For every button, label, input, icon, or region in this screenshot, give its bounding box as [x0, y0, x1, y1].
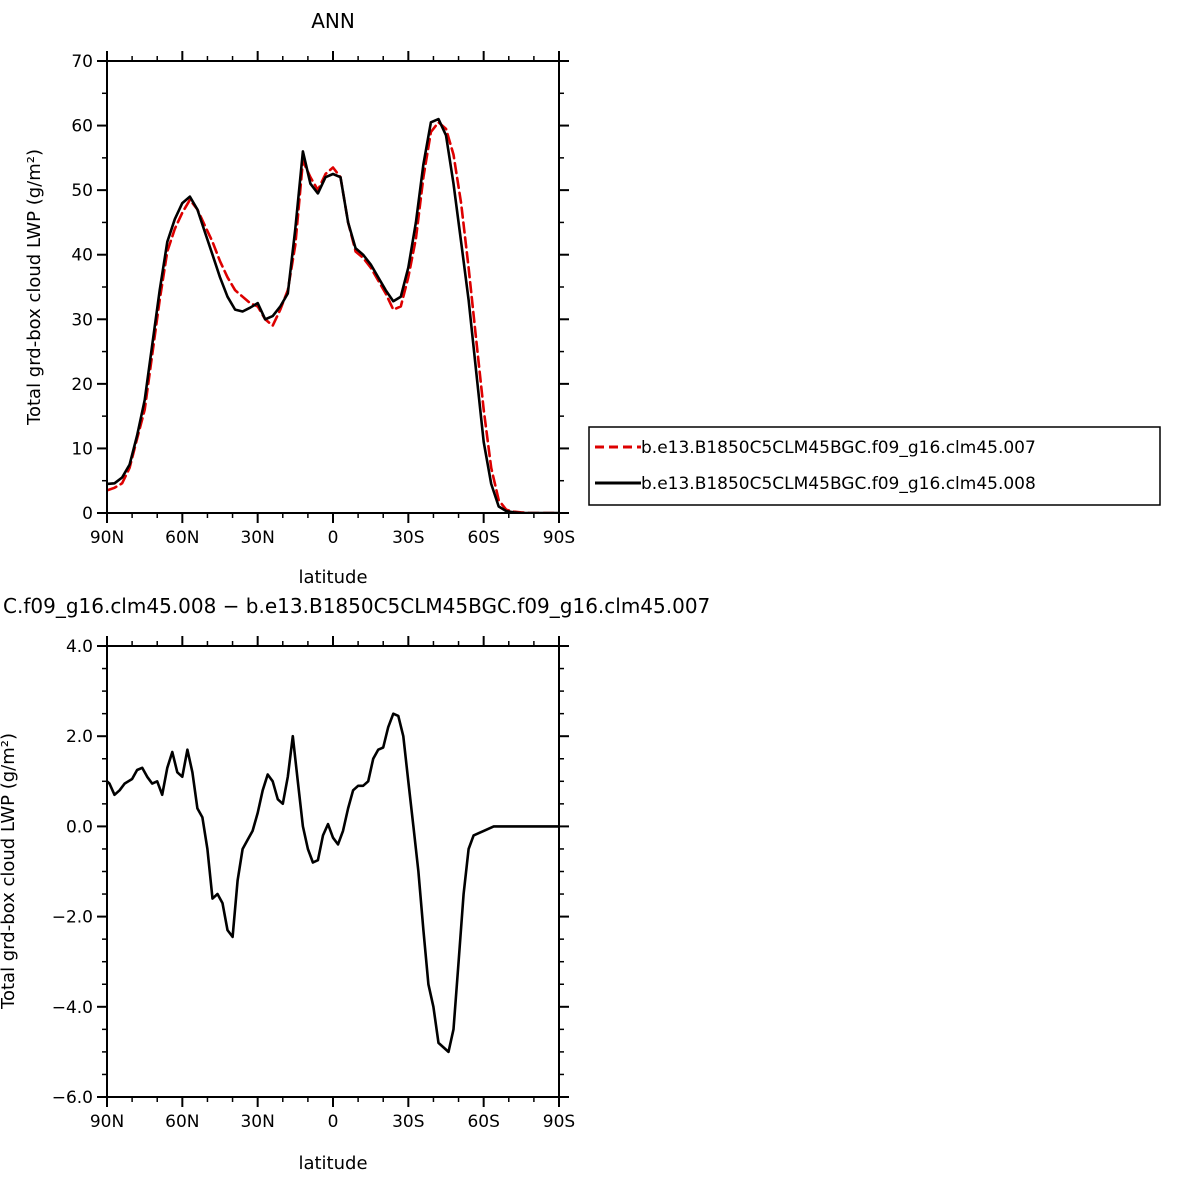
top-ticks	[97, 51, 569, 523]
x-tick-label: 90S	[543, 528, 575, 548]
x-tick-label: 60S	[467, 1112, 499, 1132]
bottom-series-line-0	[107, 712, 559, 1054]
x-tick-label: 60N	[165, 1112, 199, 1132]
y-tick-label: −6.0	[52, 1088, 93, 1108]
bottom-y-tick-labels: −6.0 −4.0 −2.0 0.0 2.0 4.0	[52, 637, 93, 1108]
top-chart-title: ANN	[311, 9, 355, 33]
x-tick-label: 90S	[543, 1112, 575, 1132]
top-y-axis-label: Total grd-box cloud LWP (g/m²)	[24, 149, 45, 426]
bottom-x-axis-label: latitude	[298, 1153, 367, 1174]
y-tick-label: −2.0	[52, 908, 93, 928]
y-tick-label: 4.0	[66, 637, 93, 657]
y-tick-label: 0	[82, 504, 93, 524]
bottom-y-axis-label: Total grd-box cloud LWP (g/m²)	[0, 733, 19, 1010]
y-tick-label: −4.0	[52, 998, 93, 1018]
y-tick-label: 2.0	[66, 727, 93, 747]
y-tick-label: 30	[71, 310, 93, 330]
legend-box	[588, 426, 1161, 506]
x-tick-label: 0	[328, 1112, 339, 1132]
x-tick-label: 30N	[240, 1112, 274, 1132]
y-tick-label: 10	[71, 439, 93, 459]
top-plot-lines	[107, 117, 559, 513]
bottom-ticks	[97, 636, 569, 1107]
y-tick-label: 40	[71, 246, 93, 266]
y-tick-label: 70	[71, 52, 93, 72]
top-plot-frame	[106, 60, 560, 514]
bottom-chart-title: C.f09_g16.clm45.008 − b.e13.B1850C5CLM45…	[3, 594, 710, 618]
x-tick-label: 90N	[90, 1112, 124, 1132]
top-x-tick-labels: 90N 60N 30N 0 30S 60S 90S	[90, 528, 575, 548]
y-tick-label: 50	[71, 181, 93, 201]
y-tick-label: 20	[71, 375, 93, 395]
x-tick-label: 30S	[392, 528, 424, 548]
x-tick-label: 30N	[240, 528, 274, 548]
top-y-tick-labels: 0 10 20 30 40 50 60 70	[71, 52, 93, 524]
x-tick-label: 0	[328, 528, 339, 548]
x-tick-label: 60N	[165, 528, 199, 548]
bottom-panel: C.f09_g16.clm45.008 − b.e13.B1850C5CLM45…	[0, 594, 710, 1174]
legend-label-008: b.e13.B1850C5CLM45BGC.f09_g16.clm45.008	[641, 474, 1036, 494]
y-tick-label: 60	[71, 117, 93, 137]
legend: b.e13.B1850C5CLM45BGC.f09_g16.clm45.007 …	[588, 426, 1161, 506]
y-tick-label: 0.0	[66, 817, 93, 837]
legend-label-007: b.e13.B1850C5CLM45BGC.f09_g16.clm45.007	[641, 438, 1036, 458]
top-series-line-0	[107, 121, 559, 513]
bottom-plot-frame	[106, 645, 560, 1098]
x-tick-label: 60S	[467, 528, 499, 548]
top-x-axis-label: latitude	[298, 567, 367, 588]
top-panel: ANN 90N 60N 30N 0 30S 60S 90S 010203040506070 …	[24, 9, 1161, 588]
x-tick-label: 90N	[90, 528, 124, 548]
bottom-x-tick-labels: 90N 60N 30N 0 30S 60S 90S	[90, 1112, 575, 1132]
x-tick-label: 30S	[392, 1112, 424, 1132]
top-series-line-1	[107, 117, 559, 513]
bottom-plot-lines	[107, 712, 559, 1054]
